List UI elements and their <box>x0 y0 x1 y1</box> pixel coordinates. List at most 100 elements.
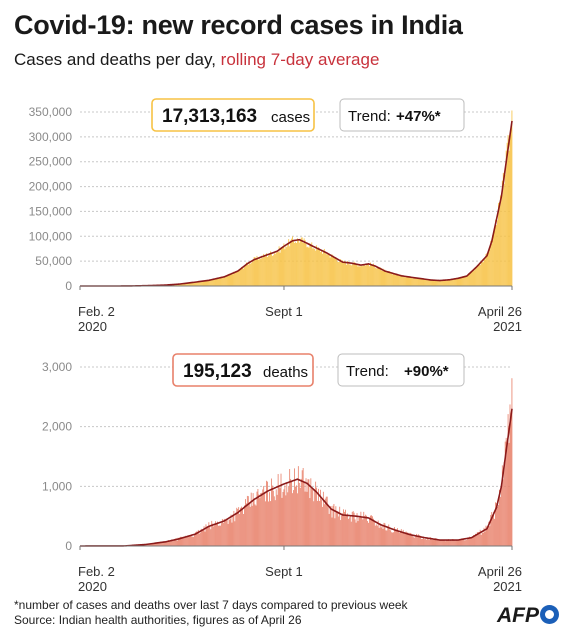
deaths-daily-bar <box>243 513 244 546</box>
deaths-daily-bar <box>254 504 256 546</box>
cases-daily-bar <box>361 265 363 286</box>
deaths-daily-bar <box>198 533 200 546</box>
cases-daily-bar <box>497 220 498 286</box>
deaths-daily-bar <box>167 540 168 546</box>
cases-daily-bar <box>401 276 403 286</box>
deaths-trend-label: Trend: <box>346 363 389 380</box>
deaths-daily-bar <box>229 519 231 546</box>
deaths-daily-bar <box>456 540 458 546</box>
cases-daily-bar <box>338 262 340 286</box>
deaths-daily-bar <box>417 535 419 546</box>
cases-daily-bar <box>306 247 308 286</box>
cases-daily-bar <box>381 270 383 286</box>
cases-daily-bar <box>293 240 294 286</box>
deaths-daily-bar <box>326 496 328 546</box>
cases-daily-bar <box>443 280 445 286</box>
deaths-daily-bar <box>184 536 186 546</box>
deaths-bars <box>80 378 513 546</box>
cases-daily-bar <box>416 278 418 286</box>
deaths-daily-bar <box>234 521 236 546</box>
cases-daily-bar <box>245 265 246 286</box>
deaths-daily-bar <box>312 489 314 546</box>
deaths-daily-bar <box>442 540 444 546</box>
cases-ytick-label: 200,000 <box>29 180 73 194</box>
deaths-daily-bar <box>192 536 193 546</box>
cases-daily-bar <box>511 110 513 286</box>
deaths-daily-bar <box>211 520 213 546</box>
deaths-daily-bar <box>479 529 481 546</box>
cases-daily-bar <box>253 257 255 286</box>
cases-daily-bar <box>433 280 435 286</box>
cases-daily-bar <box>268 255 269 286</box>
cases-daily-bar <box>489 249 491 286</box>
cases-daily-bar <box>285 246 287 286</box>
cases-daily-bar <box>251 260 253 286</box>
cases-daily-bar <box>198 281 200 286</box>
cases-daily-bar <box>348 264 350 286</box>
cases-daily-bar <box>200 281 202 286</box>
deaths-daily-bar <box>437 539 439 546</box>
cases-daily-bar <box>287 245 289 286</box>
deaths-daily-bar <box>502 479 504 546</box>
cases-daily-bar <box>310 244 312 286</box>
cases-daily-bar <box>438 280 440 286</box>
cases-daily-bar <box>266 253 267 286</box>
cases-ytick-label: 350,000 <box>29 105 73 119</box>
deaths-daily-bar <box>159 542 161 546</box>
cases-daily-bar <box>422 278 423 286</box>
deaths-daily-bar <box>228 519 230 546</box>
cases-daily-bar <box>323 248 325 286</box>
cases-daily-bar <box>314 248 316 286</box>
deaths-daily-bar <box>378 527 380 546</box>
cases-daily-bar <box>342 260 344 286</box>
deaths-daily-bar <box>375 524 377 546</box>
deaths-daily-bar <box>488 521 490 546</box>
cases-daily-bar <box>178 284 180 286</box>
deaths-daily-bar <box>426 537 428 546</box>
cases-daily-bar <box>346 264 347 286</box>
cases-bars <box>80 110 513 286</box>
deaths-daily-bar <box>183 538 185 546</box>
cases-daily-bar <box>499 195 501 286</box>
cases-daily-bar <box>238 269 240 286</box>
cases-daily-bar <box>492 235 494 286</box>
cases-daily-bar <box>237 270 239 286</box>
cases-xtick-label: Sept 1 <box>265 304 303 319</box>
deaths-daily-bar <box>213 526 215 546</box>
cases-daily-bar <box>431 280 433 286</box>
deaths-daily-bar <box>335 506 337 546</box>
deaths-daily-bar <box>422 538 423 546</box>
deaths-daily-bar <box>459 538 461 546</box>
deaths-daily-bar <box>256 491 258 546</box>
deaths-daily-bar <box>400 529 402 546</box>
deaths-daily-bar <box>411 535 413 546</box>
deaths-daily-bar <box>330 506 332 546</box>
deaths-daily-bar <box>233 510 235 546</box>
deaths-daily-bar <box>324 498 326 546</box>
cases-daily-bar <box>230 273 232 286</box>
deaths-daily-bar <box>273 496 275 546</box>
cases-total-unit: cases <box>271 109 310 126</box>
deaths-daily-bar <box>477 531 479 546</box>
cases-daily-bar <box>437 280 439 286</box>
cases-daily-bar <box>486 253 488 286</box>
cases-daily-bar <box>286 247 288 286</box>
deaths-daily-bar <box>427 538 429 546</box>
cases-daily-bar <box>223 276 225 286</box>
deaths-total-box <box>172 353 314 387</box>
cases-daily-bar <box>257 259 259 286</box>
cases-daily-bar <box>510 125 512 286</box>
cases-daily-bar <box>409 276 411 286</box>
deaths-daily-bar <box>325 496 327 546</box>
deaths-daily-bar <box>258 494 260 546</box>
deaths-daily-bar <box>469 536 471 546</box>
cases-daily-bar <box>294 242 295 286</box>
deaths-daily-bar <box>247 496 249 546</box>
cases-daily-bar <box>491 244 493 286</box>
cases-daily-bar <box>269 254 270 286</box>
cases-daily-bar <box>378 267 380 286</box>
cases-daily-bar <box>182 283 184 286</box>
deaths-daily-bar <box>193 536 194 546</box>
cases-daily-bar <box>275 252 277 286</box>
